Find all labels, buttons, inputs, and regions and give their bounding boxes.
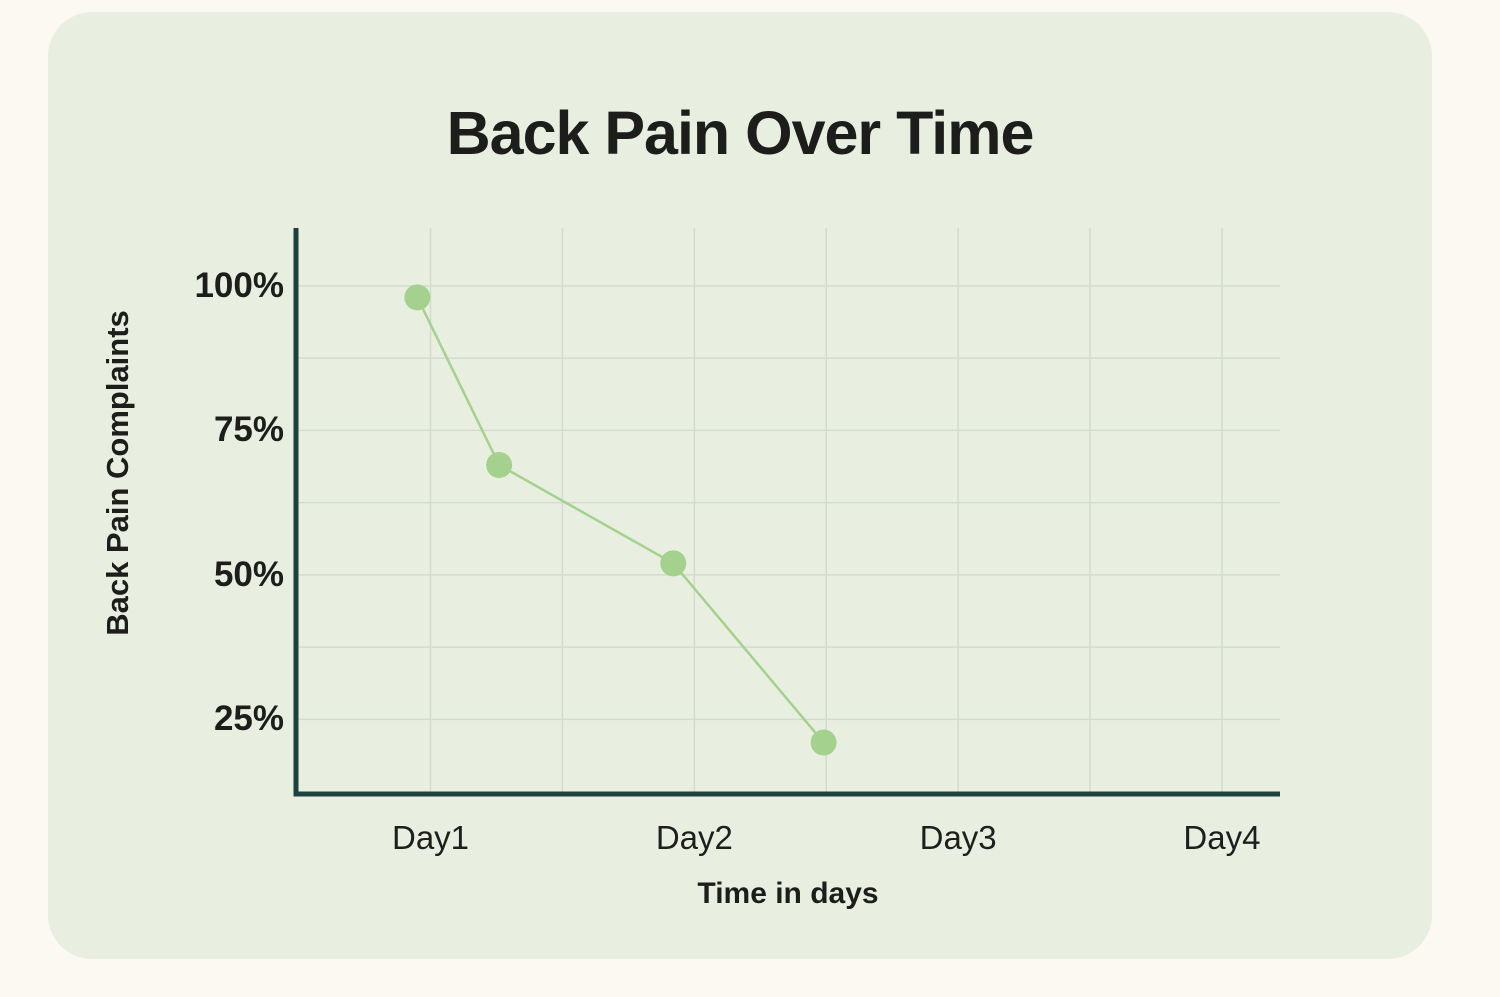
x-tick-label: Day1 — [392, 819, 470, 856]
y-tick-label: 75% — [213, 410, 284, 450]
x-axis-title: Time in days — [697, 877, 879, 910]
chart-card — [48, 12, 1432, 959]
y-tick-label: 100% — [194, 265, 284, 305]
y-axis-title: Back Pain Complaints — [100, 310, 135, 636]
x-tick-label: Day3 — [919, 819, 997, 856]
data-point — [660, 550, 687, 577]
series-line — [416, 296, 825, 744]
x-tick-label: Day2 — [655, 819, 733, 856]
chart-title: Back Pain Over Time — [446, 99, 1035, 167]
data-point — [486, 452, 513, 479]
x-tick-label: Day4 — [1183, 819, 1261, 856]
y-tick-label: 25% — [213, 699, 284, 739]
data-point — [404, 284, 431, 311]
data-point — [810, 729, 837, 756]
y-tick-label: 50% — [213, 554, 284, 594]
